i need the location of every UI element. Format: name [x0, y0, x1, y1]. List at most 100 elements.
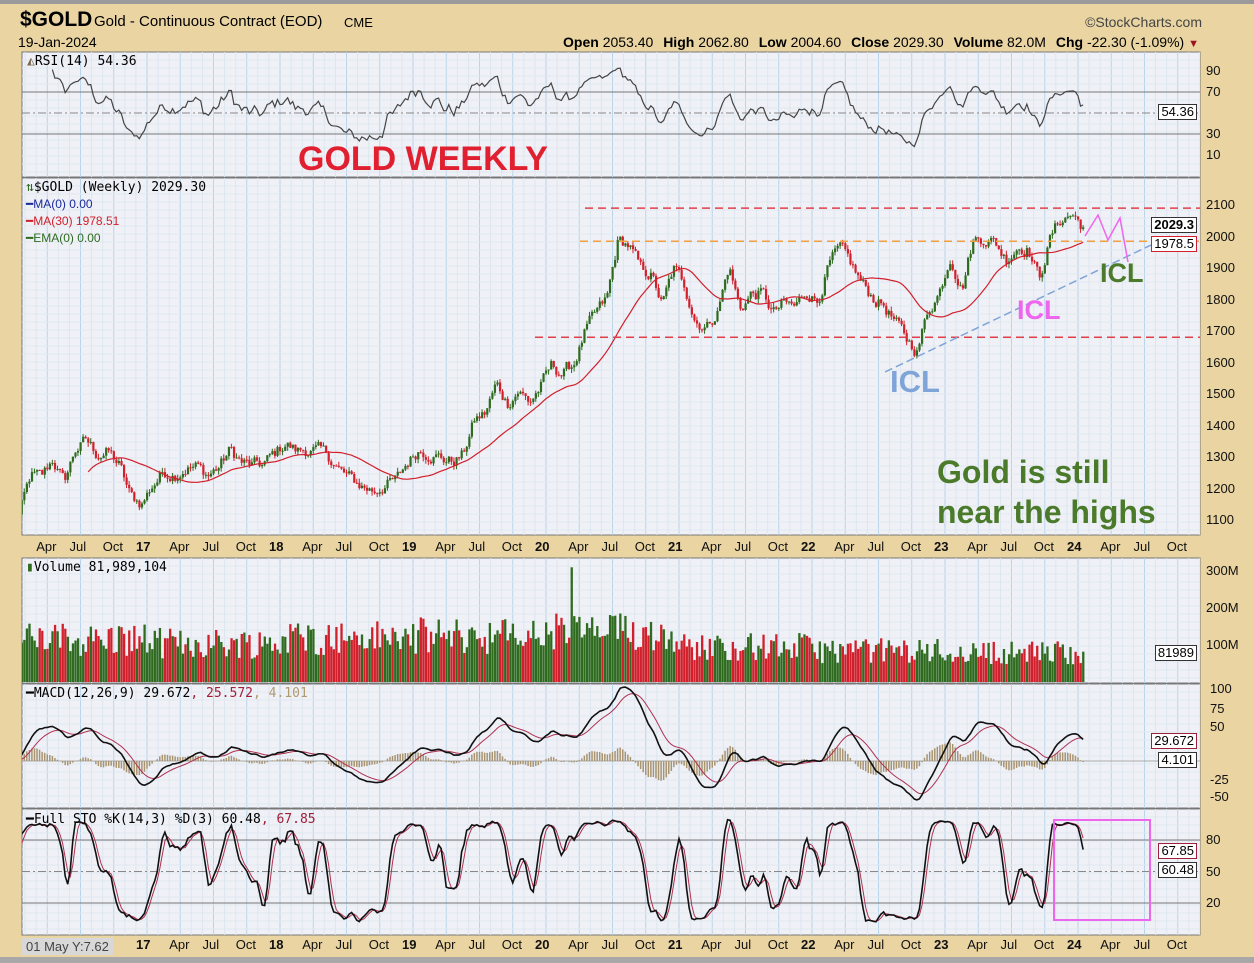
candle-body [1025, 248, 1029, 257]
x-tick-top: Apr [568, 539, 589, 554]
volume-bar [793, 643, 796, 682]
volume-bar [122, 633, 126, 682]
candle-body [897, 317, 901, 321]
candle-body [1064, 217, 1067, 223]
candle-body [1069, 215, 1072, 217]
x-tick-bottom: Oct [634, 937, 655, 952]
volume-bar [675, 641, 678, 682]
volume-bar [33, 640, 36, 682]
candle-body [670, 276, 673, 279]
volume-bar [834, 653, 837, 682]
volume-bar [688, 639, 691, 682]
symbol: $GOLD [20, 8, 93, 31]
candle-body [938, 288, 942, 297]
volume-bar [992, 641, 995, 682]
volume-bar [368, 639, 371, 682]
volume-bar [130, 651, 133, 682]
window-top-bar [0, 0, 1254, 4]
candle-body [657, 287, 660, 298]
candle-body [89, 441, 92, 443]
candle-body [82, 436, 85, 443]
candle-body [611, 266, 614, 280]
volume-bar [977, 656, 980, 682]
macd-value-tag: 29.672 [1151, 733, 1197, 749]
volume-bar [933, 643, 937, 682]
candle-body [148, 492, 151, 494]
volume-bar [747, 637, 750, 682]
rsi-tick: 70 [1206, 84, 1221, 99]
candle-body [235, 457, 238, 459]
candle-body [695, 320, 699, 324]
candle-body [299, 447, 302, 450]
volume-bar [470, 627, 474, 682]
volume-bar [982, 643, 985, 682]
candle-body [509, 407, 512, 409]
candle-body [772, 307, 775, 310]
candle-body [823, 277, 826, 296]
candle-body [197, 462, 200, 464]
candle-body [1056, 223, 1059, 225]
candle-body [368, 488, 371, 491]
volume-bar [312, 628, 315, 682]
candle-body [527, 396, 530, 402]
candle-body [130, 488, 133, 493]
volume-bar [401, 636, 405, 682]
candle-body [608, 279, 612, 293]
candle-body [412, 456, 415, 458]
volume-bar [383, 634, 387, 682]
candle-body [647, 276, 650, 280]
candle-body [36, 469, 39, 472]
x-tick-bottom: Oct [1166, 937, 1187, 952]
rsi-tick: 10 [1206, 147, 1221, 162]
candle-body [225, 456, 228, 461]
candle-body [243, 459, 246, 463]
candle-body [767, 299, 770, 309]
candle-body [631, 245, 635, 250]
volume-bar [455, 619, 458, 682]
volume-bar [946, 655, 949, 682]
x-tick-bottom: 19 [402, 937, 417, 952]
candle-body [498, 382, 502, 392]
candle-body [138, 500, 141, 508]
volume-bar [601, 636, 604, 682]
volume-bar [304, 650, 307, 682]
candle-body [314, 445, 318, 448]
candle-body [192, 466, 195, 468]
high-value: 2062.80 [698, 34, 749, 50]
price-legend-text: $GOLD (Weekly) 2029.30 [33, 180, 207, 195]
volume-bar [836, 662, 839, 682]
candle-body [189, 467, 192, 469]
volume-bar [570, 567, 573, 682]
volume-bar [785, 649, 788, 682]
candle-body [493, 384, 497, 393]
x-tick-top: 17 [136, 539, 151, 554]
volume-bar [826, 646, 829, 682]
candle-body [1005, 254, 1008, 264]
volume-bar [120, 627, 123, 682]
volume-bar [665, 648, 668, 682]
candle-body [1013, 254, 1016, 259]
volume-bar [268, 637, 272, 682]
volume-bar [729, 660, 732, 682]
candle-body [626, 243, 630, 248]
volume-bar [762, 634, 765, 682]
candle-body [908, 340, 911, 342]
volume-bar [726, 659, 729, 682]
volume-bar [371, 627, 374, 682]
candle-body [291, 444, 294, 448]
volume-bar [94, 629, 98, 682]
candle-body [424, 457, 427, 460]
volume-bar [23, 639, 26, 682]
candle-body [18, 514, 20, 522]
volume-bar [179, 630, 182, 682]
x-tick-bottom: Jul [335, 937, 353, 952]
volume-bar [565, 643, 568, 682]
volume-bar [951, 661, 954, 682]
candle-body [1066, 216, 1069, 218]
candle-body [383, 488, 387, 494]
candle-body [585, 323, 589, 330]
volume-bar [798, 633, 801, 682]
volume-bar [13, 627, 15, 682]
volume-bar [442, 632, 445, 682]
ma30-legend-text: MA(30) 1978.51 [33, 214, 120, 228]
